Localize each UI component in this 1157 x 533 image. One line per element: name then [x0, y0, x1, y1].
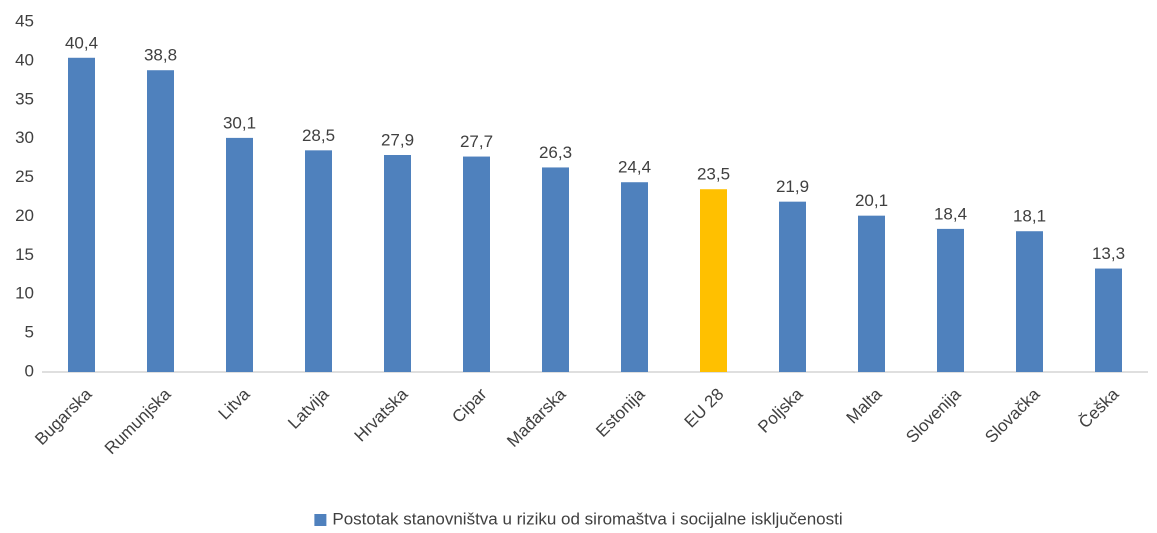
- bar: [1095, 268, 1122, 372]
- data-label: 40,4: [65, 33, 98, 52]
- data-label: 18,1: [1013, 207, 1046, 226]
- bar: [542, 167, 569, 372]
- legend-label: Postotak stanovništva u riziku od siroma…: [332, 509, 842, 528]
- bar: [779, 201, 806, 372]
- y-tick-label: 45: [15, 11, 34, 30]
- x-tick-label: Litva: [215, 384, 254, 423]
- data-label: 24,4: [618, 158, 651, 177]
- x-tick-label: Poljska: [754, 384, 807, 437]
- x-tick-label: Češka: [1075, 384, 1123, 432]
- bar: [305, 150, 332, 372]
- y-tick-label: 25: [15, 167, 34, 186]
- bar: [858, 215, 885, 372]
- data-label: 23,5: [697, 165, 730, 184]
- x-tick-label: Slovenija: [902, 384, 965, 447]
- bar: [384, 155, 411, 372]
- bar: [621, 182, 648, 372]
- y-tick-label: 40: [15, 50, 34, 69]
- y-tick-label: 35: [15, 89, 34, 108]
- y-tick-label: 5: [25, 323, 34, 342]
- y-tick-label: 20: [15, 206, 34, 225]
- data-label: 38,8: [144, 46, 177, 65]
- x-tick-label: Latvija: [284, 384, 333, 433]
- data-label: 27,7: [460, 132, 493, 151]
- data-label: 28,5: [302, 126, 335, 145]
- x-tick-label: Mađarska: [503, 384, 570, 451]
- bar: [147, 70, 174, 372]
- data-label: 20,1: [855, 191, 888, 210]
- y-tick-label: 30: [15, 128, 34, 147]
- bar: [463, 156, 490, 372]
- y-tick-label: 0: [25, 361, 34, 380]
- data-label: 26,3: [539, 143, 572, 162]
- bar: [68, 57, 95, 373]
- x-tick-label: Malta: [843, 384, 886, 427]
- x-tick-label: Estonija: [592, 384, 649, 441]
- data-label: 18,4: [934, 204, 967, 223]
- x-tick-label: Hrvatska: [351, 384, 412, 445]
- x-tick-label: Slovačka: [981, 384, 1044, 447]
- data-label: 21,9: [776, 177, 809, 196]
- bar: [1016, 231, 1043, 372]
- y-tick-label: 15: [15, 245, 34, 264]
- y-tick-label: 10: [15, 284, 34, 303]
- data-label: 13,3: [1092, 244, 1125, 263]
- data-label: 30,1: [223, 113, 256, 132]
- bar: [937, 228, 964, 372]
- data-label: 27,9: [381, 130, 414, 149]
- x-tick-label: Bugarska: [31, 384, 96, 449]
- bar: [700, 189, 727, 372]
- x-tick-label: EU 28: [681, 385, 728, 432]
- legend-swatch: [314, 514, 327, 526]
- x-tick-label: Rumunjska: [101, 384, 175, 458]
- x-tick-label: Cipar: [448, 384, 490, 426]
- bar: [226, 137, 253, 372]
